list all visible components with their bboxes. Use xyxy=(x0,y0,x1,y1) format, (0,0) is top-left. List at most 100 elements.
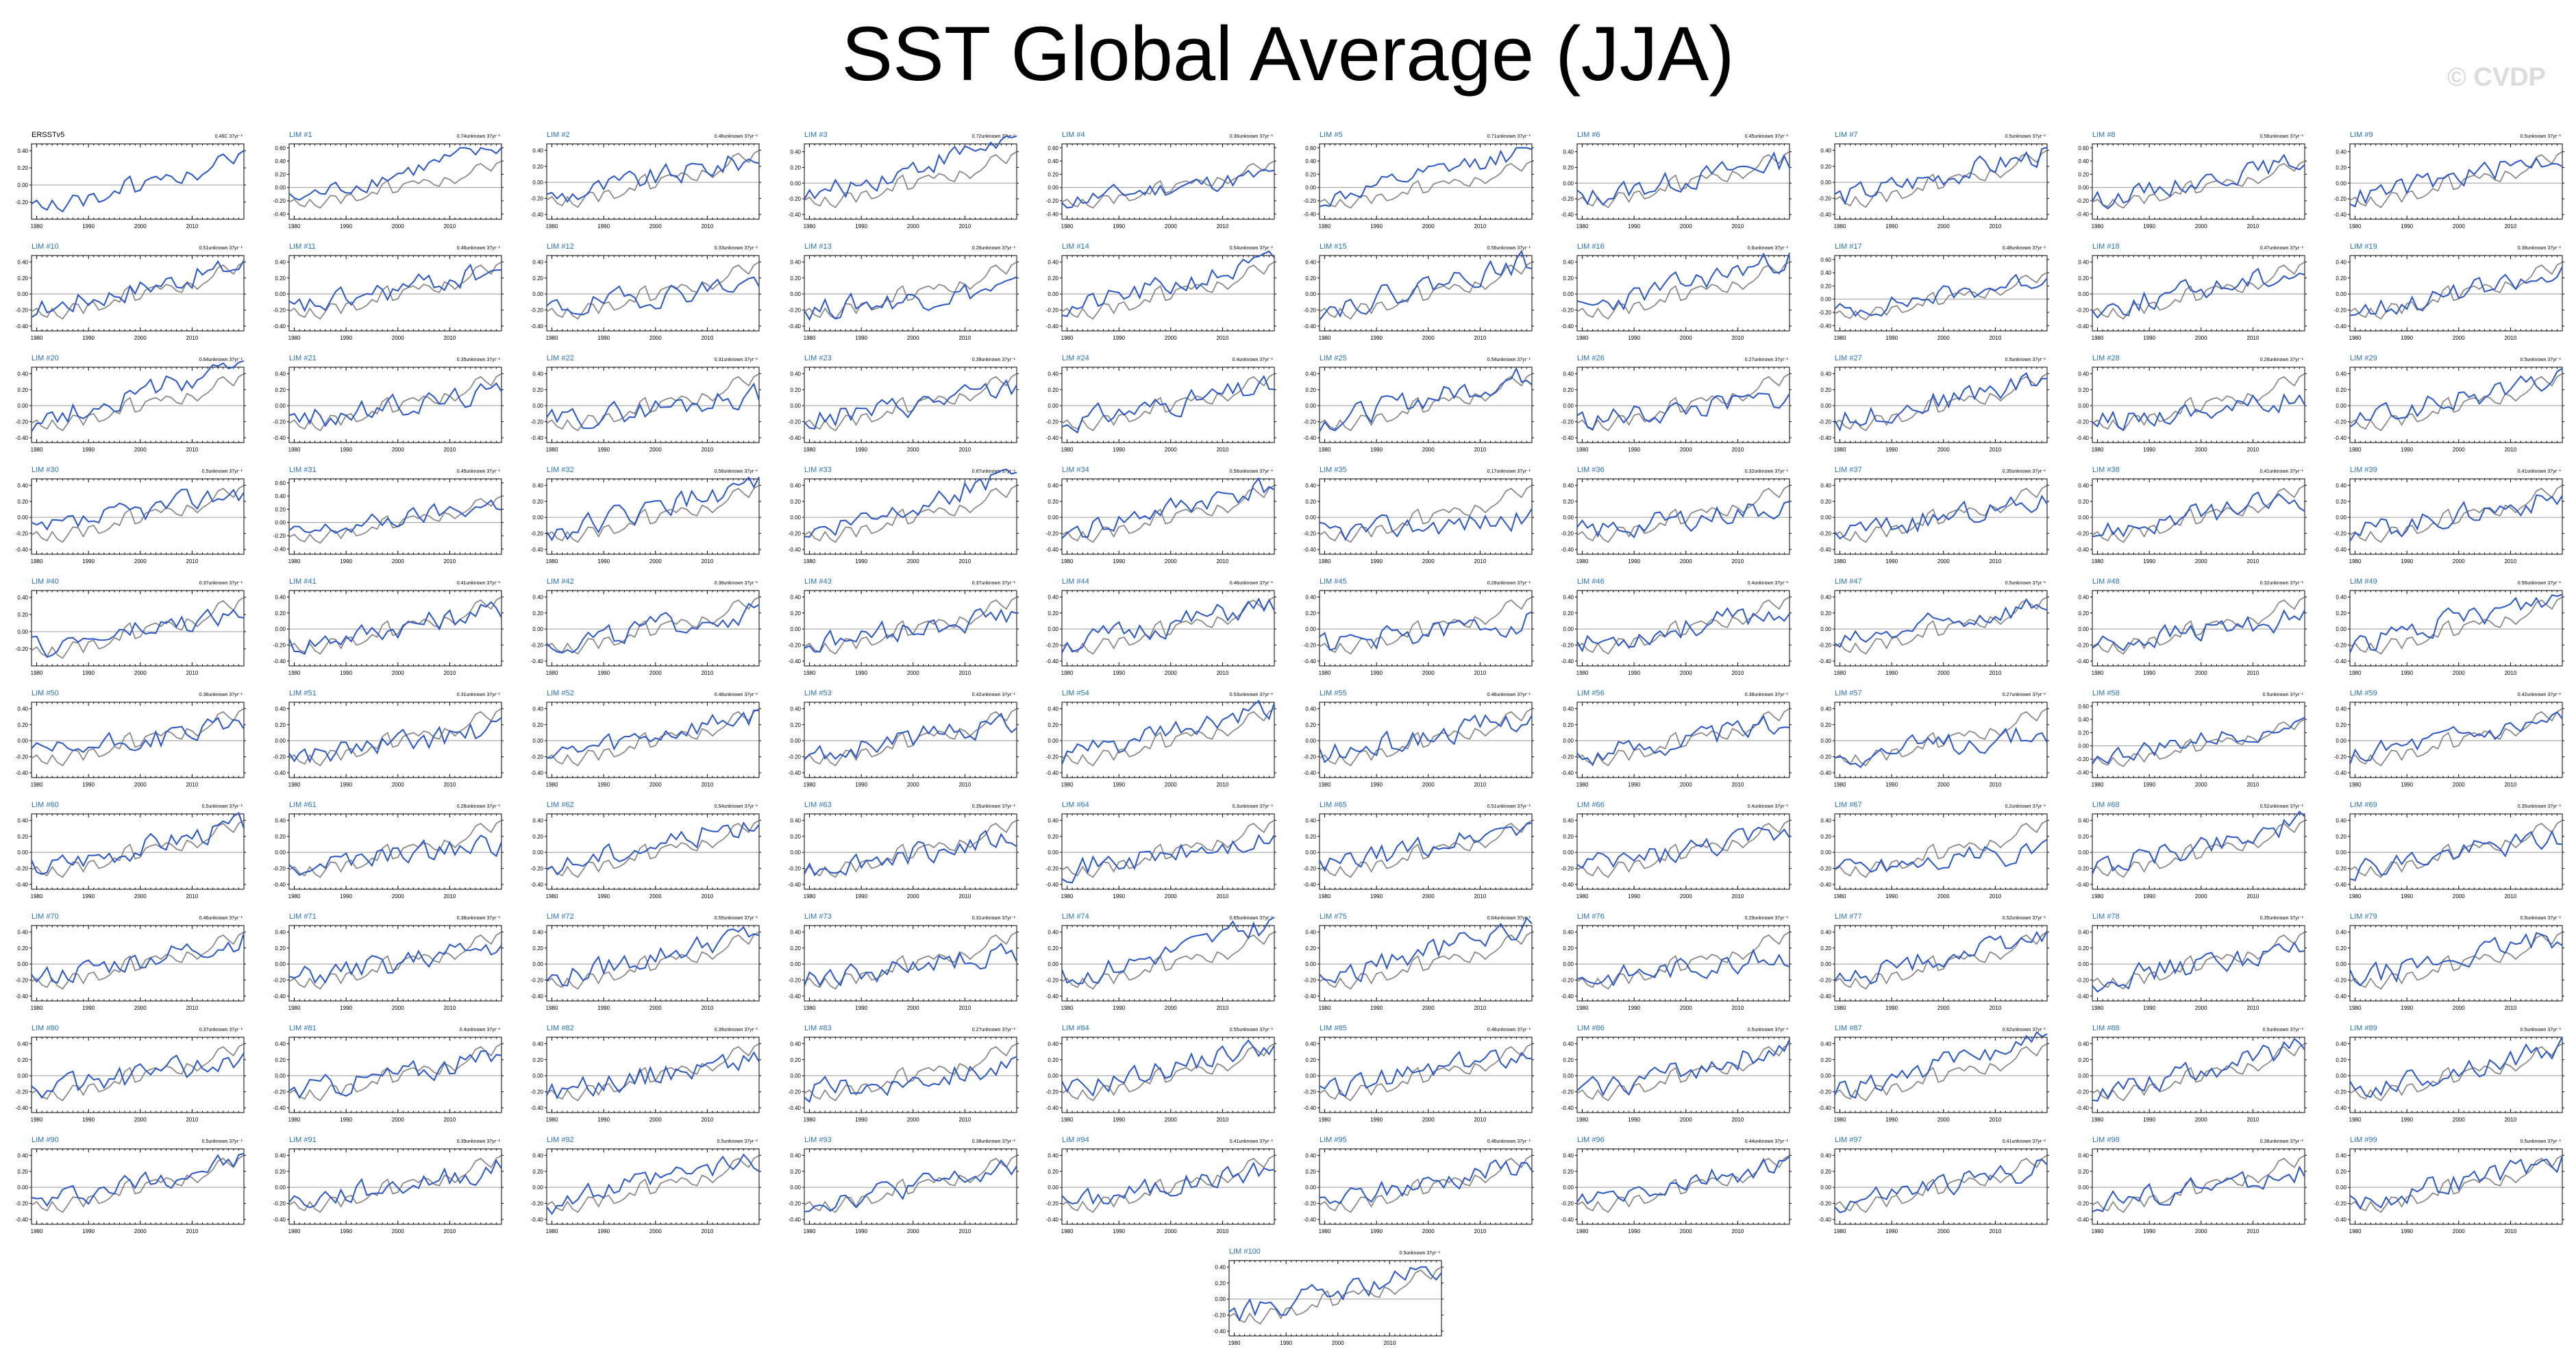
x-tick-label: 2000 xyxy=(1422,447,1435,453)
x-tick-label: 2010 xyxy=(1989,558,2001,565)
obs-overlay-line xyxy=(1320,161,1532,208)
y-tick-label: -0.40 xyxy=(789,435,802,441)
y-tick-label: 0.40 xyxy=(275,493,286,499)
plot-frame xyxy=(547,256,759,331)
panel-trend-label: 0.5unknown 37yr⁻¹ xyxy=(2005,134,2046,139)
x-tick-label: 2000 xyxy=(649,558,662,565)
plot-frame xyxy=(289,591,501,666)
y-tick-label: -0.40 xyxy=(2077,435,2090,441)
y-tick-label: -0.20 xyxy=(531,531,544,537)
y-tick-label: 0.00 xyxy=(1048,626,1058,632)
x-tick-label: 2000 xyxy=(1937,223,1950,230)
y-tick-label: 0.00 xyxy=(1048,515,1058,521)
y-tick-label: -0.20 xyxy=(1046,308,1059,314)
obs-overlay-line xyxy=(289,597,501,654)
x-tick-label: 1980 xyxy=(2349,558,2362,565)
model-series-line xyxy=(1320,369,1532,432)
obs-overlay-line xyxy=(1062,262,1274,319)
x-tick-label: 2000 xyxy=(1680,447,1692,453)
x-tick-label: 2010 xyxy=(2504,335,2516,341)
y-tick-label: -0.40 xyxy=(1561,547,1574,553)
y-tick-label: -0.40 xyxy=(531,435,544,441)
y-tick-label: 0.40 xyxy=(1305,371,1316,377)
x-tick-label: 1980 xyxy=(2349,335,2362,341)
y-tick-label: -0.40 xyxy=(789,547,802,553)
model-series-line xyxy=(1835,373,2047,430)
x-tick-label: 1980 xyxy=(288,670,301,676)
y-tick-label: -0.20 xyxy=(1304,198,1317,204)
plot-frame xyxy=(2092,479,2305,554)
x-tick-label: 1990 xyxy=(597,223,610,230)
x-tick-label: 2000 xyxy=(1165,447,1177,453)
y-tick-label: 0.40 xyxy=(1563,482,1574,488)
panel-trend-label: 0.64unknown 37yr⁻¹ xyxy=(199,358,243,362)
x-tick-label: 2010 xyxy=(958,558,971,565)
panel-title: LIM #5 xyxy=(1320,131,1343,139)
y-tick-label: 0.40 xyxy=(790,594,801,600)
y-tick-label: 0.00 xyxy=(2336,291,2346,297)
y-tick-label: 0.40 xyxy=(790,259,801,265)
x-tick-label: 2010 xyxy=(1216,447,1228,453)
y-tick-label: -0.40 xyxy=(273,546,286,552)
y-tick-label: 0.40 xyxy=(17,371,28,377)
x-tick-label: 1990 xyxy=(82,558,95,565)
x-tick-label: 1980 xyxy=(804,447,816,453)
y-tick-label: 0.60 xyxy=(1048,145,1058,151)
plot-frame xyxy=(32,256,244,331)
x-tick-label: 1980 xyxy=(31,558,43,565)
x-tick-label: 2000 xyxy=(1937,335,1950,341)
y-tick-label: -0.40 xyxy=(1304,435,1317,441)
x-tick-label: 2000 xyxy=(907,447,919,453)
x-tick-label: 1980 xyxy=(1834,223,1846,230)
obs-overlay-line xyxy=(289,496,501,543)
panel-title: LIM #42 xyxy=(547,578,574,586)
obs-overlay-line xyxy=(2350,152,2562,208)
panel-trend-label: 0.41unknown 37yr⁻¹ xyxy=(2260,469,2304,474)
x-tick-label: 2000 xyxy=(2195,335,2207,341)
x-tick-label: 1980 xyxy=(1319,335,1331,341)
obs-overlay-line xyxy=(1577,262,1789,319)
x-tick-label: 1980 xyxy=(546,447,558,453)
x-tick-label: 1990 xyxy=(2143,335,2155,341)
x-tick-label: 2010 xyxy=(186,223,198,230)
panel-trend-label: 0.5unknown 37yr⁻¹ xyxy=(2521,358,2562,362)
y-tick-label: -0.20 xyxy=(1304,531,1317,537)
y-tick-label: 0.40 xyxy=(1048,158,1058,164)
x-tick-label: 2000 xyxy=(907,670,919,676)
panel-title: LIM #4 xyxy=(1062,131,1085,139)
y-tick-label: -0.20 xyxy=(1304,419,1317,425)
x-tick-label: 1990 xyxy=(1370,558,1383,565)
y-tick-label: -0.20 xyxy=(2077,419,2090,425)
obs-overlay-line xyxy=(2350,485,2562,542)
y-tick-label: 0.20 xyxy=(1820,387,1831,393)
y-tick-label: 0.20 xyxy=(790,275,801,282)
y-tick-label: -0.40 xyxy=(273,323,286,330)
model-series-line xyxy=(1062,599,1274,653)
y-tick-label: 0.00 xyxy=(1048,403,1058,409)
x-tick-label: 2010 xyxy=(186,447,198,453)
panel-trend-label: 0.47unknown 37yr⁻¹ xyxy=(2260,246,2304,251)
y-tick-label: -0.20 xyxy=(16,646,29,652)
obs-overlay-line xyxy=(289,161,501,208)
y-tick-label: -0.20 xyxy=(16,531,29,537)
panel-trend-label: 0.37unknown 37yr⁻¹ xyxy=(199,581,243,586)
x-tick-label: 1990 xyxy=(2401,335,2413,341)
model-series-line xyxy=(1062,376,1274,432)
y-tick-label: -0.40 xyxy=(1819,323,1832,329)
y-tick-label: 0.00 xyxy=(17,291,28,297)
y-tick-label: -0.20 xyxy=(16,199,29,206)
y-tick-label: -0.40 xyxy=(2077,211,2090,217)
plot-frame xyxy=(1320,256,1532,331)
x-tick-label: 2000 xyxy=(134,223,147,230)
model-series-line xyxy=(2350,369,2562,427)
y-tick-label: -0.40 xyxy=(531,212,544,218)
x-tick-label: 1980 xyxy=(1319,223,1331,230)
y-tick-label: 0.00 xyxy=(790,403,801,409)
y-tick-label: -0.40 xyxy=(531,323,544,330)
